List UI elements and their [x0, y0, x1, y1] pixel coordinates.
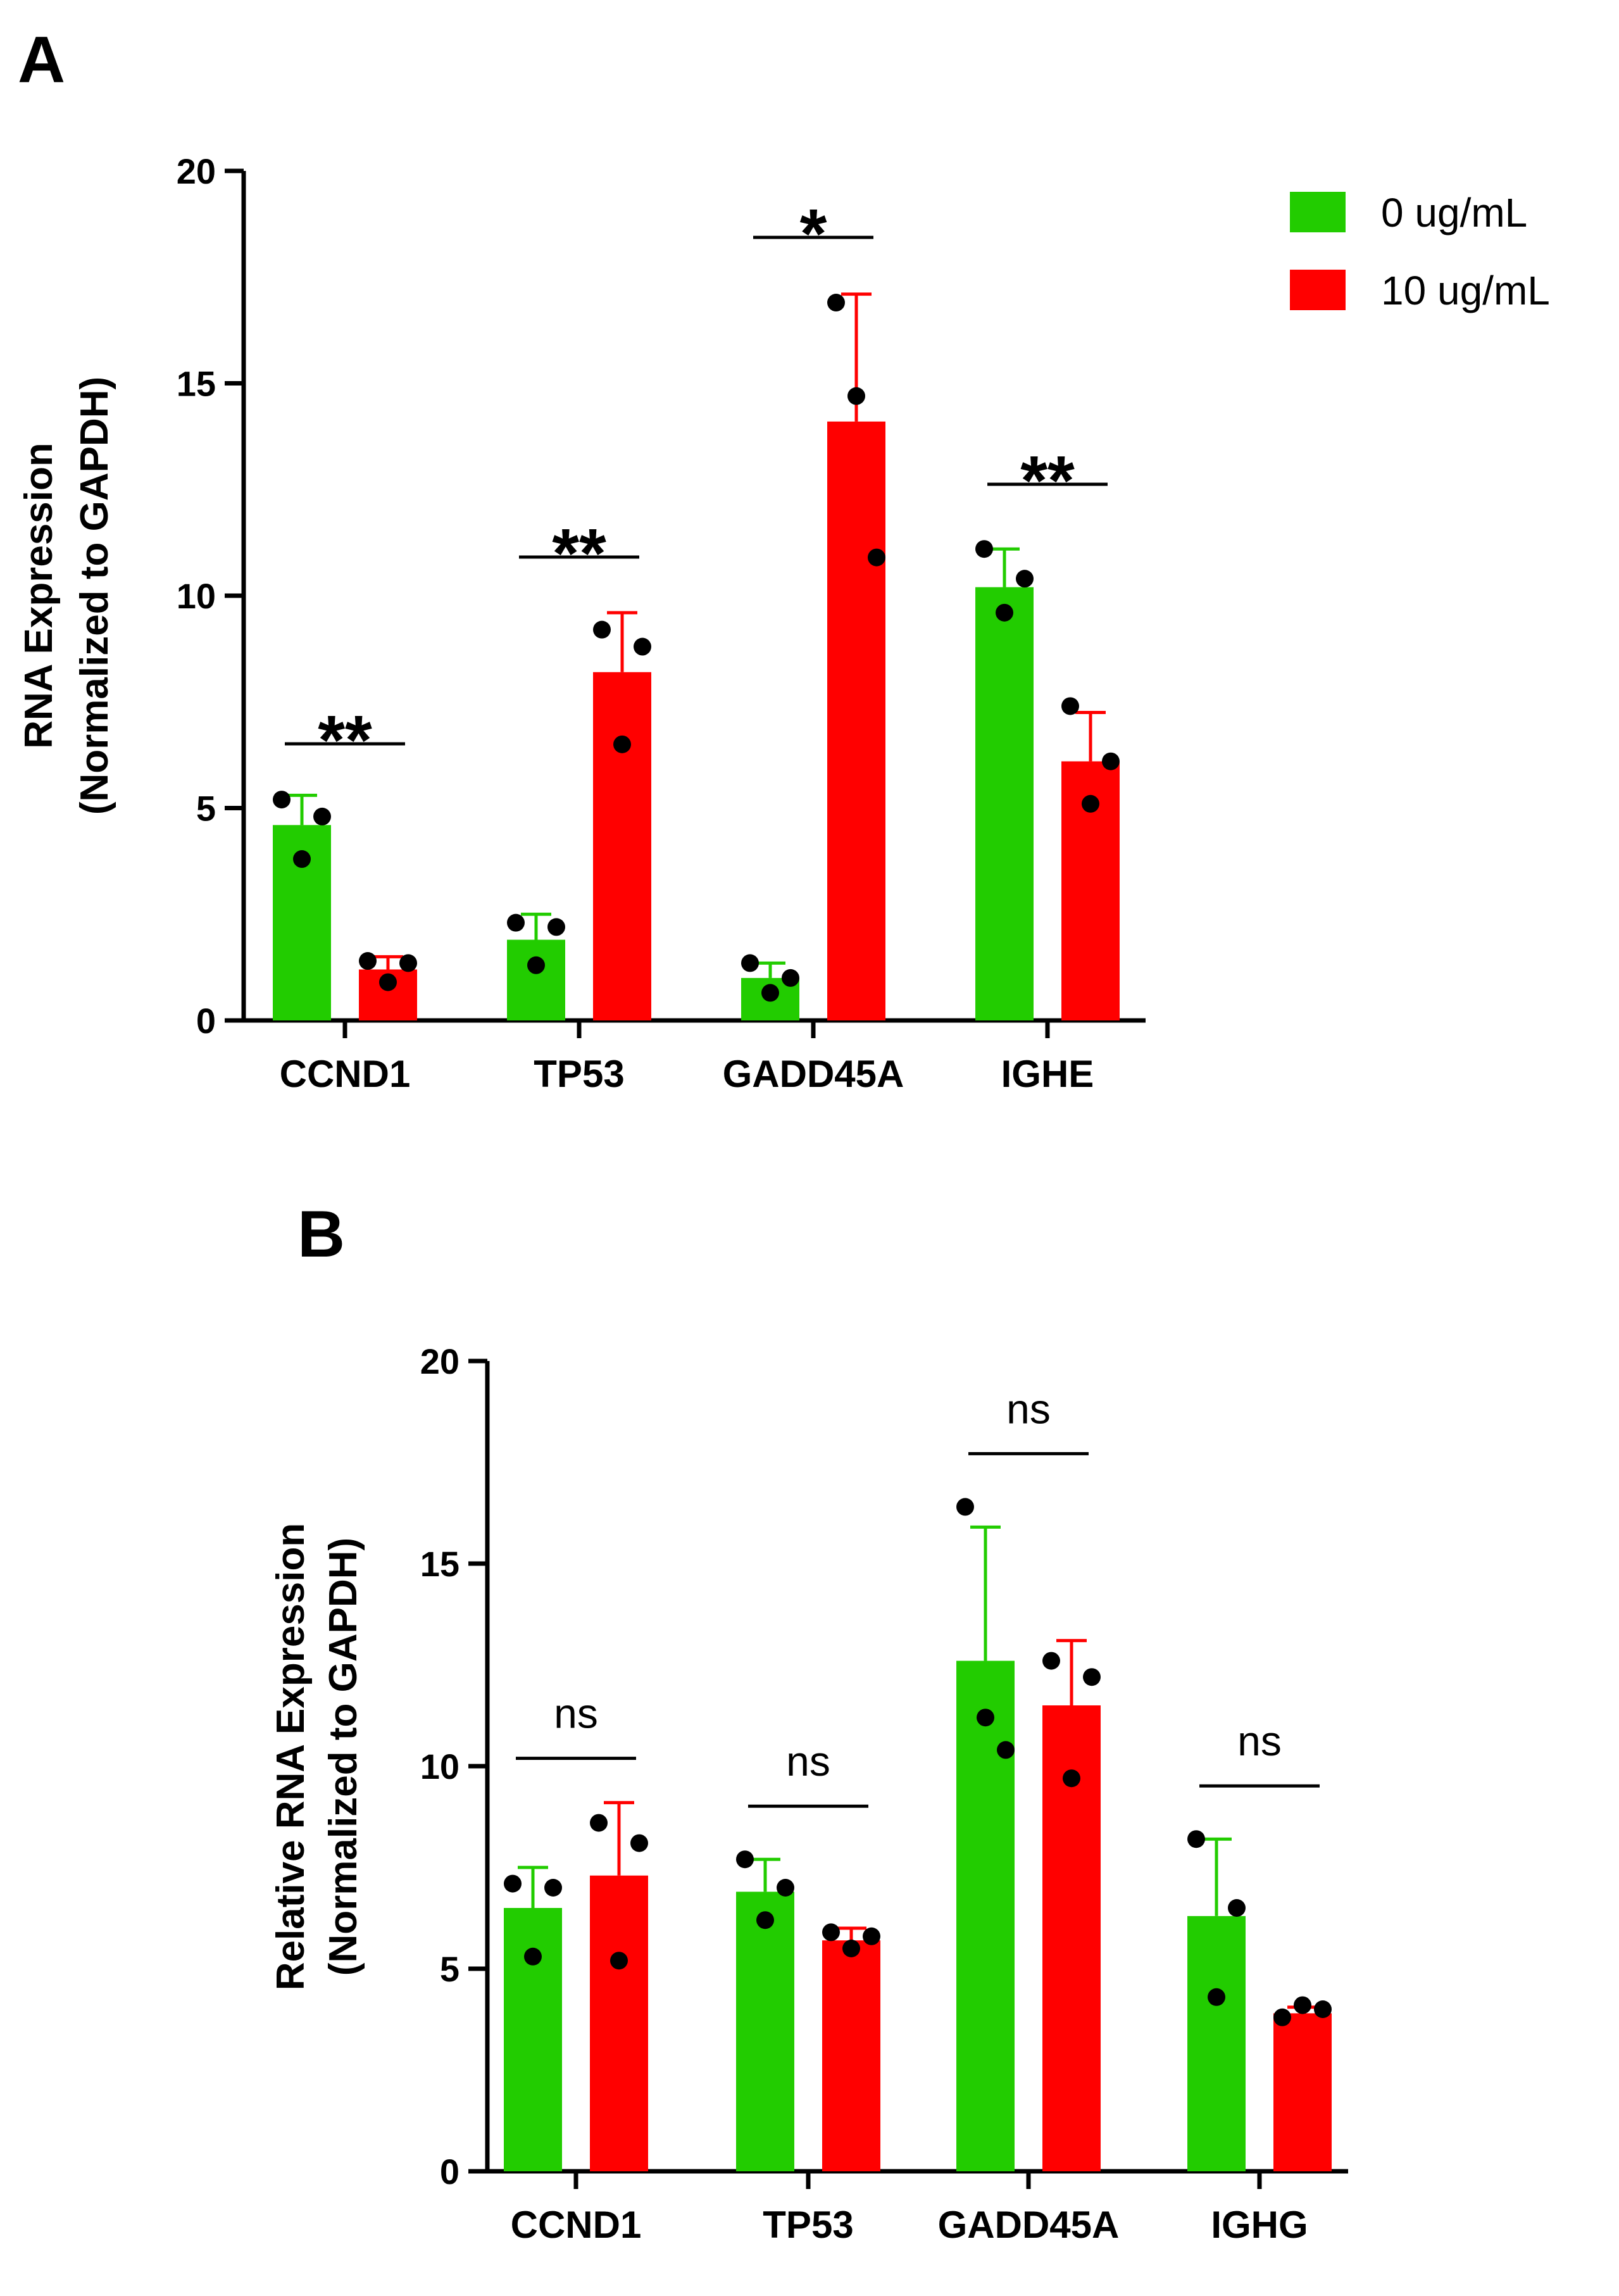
data-point	[593, 620, 611, 639]
data-point	[293, 850, 311, 869]
significance-label: **	[318, 701, 372, 779]
data-point	[1294, 1996, 1311, 2014]
data-point	[1228, 1899, 1246, 1917]
significance-label: ns	[1006, 1385, 1051, 1432]
bar	[1187, 1916, 1246, 2171]
y-tick-label: 20	[177, 151, 216, 191]
data-point	[590, 1814, 608, 1832]
y-axis-label: RNA Expression	[17, 442, 61, 749]
bar	[507, 939, 565, 1020]
data-point	[399, 954, 417, 972]
data-point	[524, 1947, 542, 1966]
data-point	[504, 1874, 522, 1893]
data-point	[822, 1923, 840, 1942]
x-tick-label: CCND1	[280, 1053, 411, 1095]
bar	[590, 1875, 648, 2171]
legend-label: 10 ug/mL	[1381, 268, 1550, 313]
data-point	[379, 973, 397, 991]
y-tick-label: 10	[177, 576, 216, 616]
x-tick-label: GADD45A	[723, 1053, 904, 1095]
bar	[956, 1660, 1015, 2171]
data-point	[313, 807, 331, 825]
data-point	[756, 1911, 774, 1929]
y-tick-label: 15	[420, 1544, 459, 1584]
data-point	[1273, 2008, 1291, 2026]
data-point	[359, 952, 377, 970]
data-point	[1208, 1988, 1225, 2006]
data-point	[1102, 752, 1120, 770]
legend-label: 0 ug/mL	[1381, 190, 1527, 235]
data-point	[1082, 794, 1099, 813]
x-tick-label: IGHG	[1211, 2204, 1308, 2246]
data-point	[847, 387, 865, 405]
x-tick-label: CCND1	[511, 2204, 642, 2246]
data-point	[777, 1879, 794, 1897]
bar	[822, 1940, 880, 2171]
y-tick-label: 10	[420, 1747, 459, 1786]
significance-label: **	[1020, 442, 1075, 520]
x-tick-label: GADD45A	[938, 2204, 1120, 2246]
data-point	[1187, 1830, 1205, 1848]
data-point	[527, 956, 545, 974]
data-point	[634, 637, 651, 656]
data-point	[827, 294, 845, 312]
data-point	[868, 548, 885, 567]
y-tick-label: 5	[196, 789, 216, 829]
data-point	[741, 954, 759, 972]
data-point	[997, 1741, 1015, 1759]
data-point	[1042, 1652, 1060, 1670]
x-tick-label: IGHE	[1001, 1053, 1094, 1095]
bar	[593, 672, 651, 1020]
x-tick-label: TP53	[763, 2204, 853, 2246]
data-point	[630, 1834, 648, 1852]
y-tick-label: 0	[440, 2152, 459, 2192]
data-point	[956, 1498, 974, 1516]
bar	[975, 587, 1034, 1020]
bar	[736, 1891, 794, 2171]
panel-label: B	[297, 1198, 345, 1271]
data-point	[977, 1709, 994, 1727]
data-point	[610, 1952, 628, 1970]
data-point	[975, 540, 993, 558]
bar	[827, 421, 885, 1020]
significance-label: ns	[786, 1738, 830, 1785]
significance-label: ns	[554, 1690, 598, 1737]
data-point	[544, 1879, 562, 1897]
data-point	[782, 969, 799, 987]
y-axis-label-subtitle: (Normalized to GAPDH)	[73, 377, 116, 815]
data-point	[863, 1927, 880, 1945]
data-point	[1016, 570, 1034, 588]
significance-label: *	[800, 195, 827, 273]
legend-swatch	[1290, 192, 1346, 232]
data-point	[547, 918, 565, 936]
y-tick-label: 0	[196, 1001, 216, 1041]
data-point	[736, 1850, 754, 1869]
data-point	[1061, 697, 1079, 715]
data-point	[613, 735, 631, 753]
data-point	[507, 913, 525, 932]
significance-label: **	[552, 515, 606, 593]
data-point	[1314, 2000, 1332, 2018]
y-tick-label: 15	[177, 364, 216, 404]
y-axis-label: Relative RNA Expression	[269, 1523, 313, 1991]
data-point	[1083, 1668, 1101, 1686]
data-point	[1063, 1769, 1080, 1788]
y-axis-label-subtitle: (Normalized to GAPDH)	[322, 1538, 365, 1976]
y-tick-label: 5	[440, 1949, 459, 1989]
x-tick-label: TP53	[534, 1053, 624, 1095]
significance-label: ns	[1237, 1717, 1282, 1764]
bar	[504, 1908, 562, 2171]
data-point	[842, 1940, 860, 1957]
bar	[1273, 2013, 1332, 2171]
panel-label: A	[18, 23, 65, 97]
y-tick-label: 20	[420, 1341, 459, 1381]
data-point	[761, 984, 779, 1002]
data-point	[273, 791, 291, 809]
data-point	[996, 603, 1013, 622]
legend-swatch	[1290, 270, 1346, 310]
